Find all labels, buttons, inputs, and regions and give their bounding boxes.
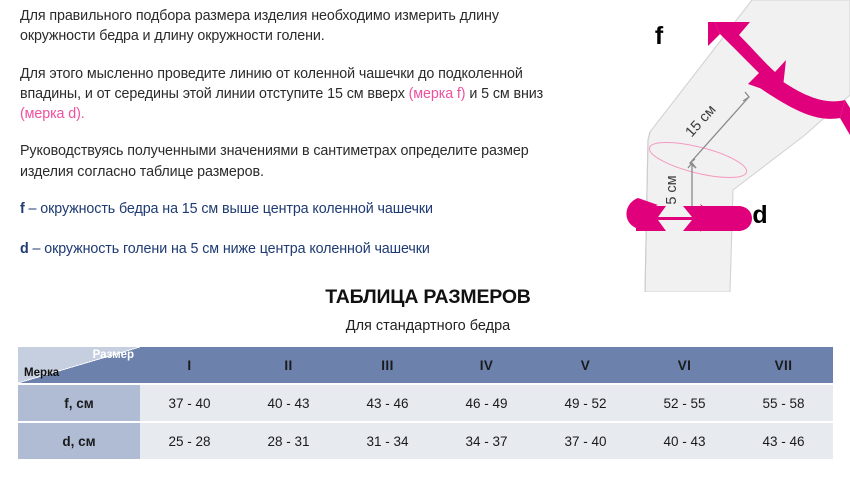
cell-f-7: 55 - 58 [734, 385, 833, 421]
legend-d-text: – окружность голени на 5 см ниже центра … [28, 241, 430, 258]
cell-f-2: 40 - 43 [239, 385, 338, 421]
cell-d-7: 43 - 46 [734, 423, 833, 459]
corner-size-label: Размер [92, 349, 134, 361]
measure-f-note: (мерка f) [408, 85, 466, 102]
measure-d-note: (мерка d). [20, 106, 85, 123]
cell-d-5: 37 - 40 [536, 423, 635, 459]
size-table-subtitle: Для стандартного бедра [345, 318, 511, 334]
legend-f-key: f [20, 201, 25, 218]
calf-measure-arrow [626, 198, 752, 232]
size-table-title: ТАБЛИЦА РАЗМЕРОВ [325, 286, 531, 308]
table-corner-cell: Размер Мерка [18, 347, 140, 383]
cell-d-6: 40 - 43 [635, 423, 734, 459]
cell-f-4: 46 - 49 [437, 385, 536, 421]
instructions-panel: Для правильного подбора размера изделия … [20, 6, 550, 280]
column-header-2: II [239, 347, 338, 383]
legend-f-text: – окружность бедра на 15 см выше центра … [24, 201, 433, 218]
paragraph-2-part-1: Для этого мысленно проведите линию от ко… [20, 65, 523, 102]
legend-d-key: d [20, 241, 29, 258]
calf-measure-label-d: d [752, 201, 767, 229]
table-header-row: Размер Мерка I II III IV V VI VII [18, 347, 833, 383]
cell-f-5: 49 - 52 [536, 385, 635, 421]
cell-f-1: 37 - 40 [140, 385, 239, 421]
thigh-measure-label-f: f [655, 22, 664, 50]
instruction-paragraph-1: Для правильного подбора размера изделия … [20, 8, 499, 45]
row-label-d: d, см [18, 423, 140, 459]
column-header-1: I [140, 347, 239, 383]
table-row: d, см 25 - 28 28 - 31 31 - 34 34 - 37 37… [18, 423, 833, 459]
column-header-7: VII [734, 347, 833, 383]
paragraph-2-part-2: и 5 см вниз [465, 85, 544, 102]
corner-measure-label: Мерка [24, 366, 60, 379]
size-table-block: ТАБЛИЦА РАЗМЕРОВ Для стандартного бедра … [0, 286, 850, 459]
leg-measurement-diagram: 15 см 5 см f d [600, 0, 850, 292]
cell-f-6: 52 - 55 [635, 385, 734, 421]
cell-d-2: 28 - 31 [239, 423, 338, 459]
cell-f-3: 43 - 46 [338, 385, 437, 421]
instruction-paragraph-3: Руководствуясь полученными значениями в … [20, 143, 529, 180]
cell-d-1: 25 - 28 [140, 423, 239, 459]
thigh-measure-arrow [708, 22, 850, 135]
column-header-4: IV [437, 347, 536, 383]
legend-f: f – окружность бедра на 15 см выше центр… [20, 199, 550, 219]
column-header-6: VI [635, 347, 734, 383]
dimension-5cm-label: 5 см [664, 175, 680, 204]
cell-d-4: 34 - 37 [437, 423, 536, 459]
legend-d: d – окружность голени на 5 см ниже центр… [20, 239, 550, 259]
table-row: f, см 37 - 40 40 - 43 43 - 46 46 - 49 49… [18, 385, 833, 421]
row-label-f: f, см [18, 385, 140, 421]
column-header-5: V [536, 347, 635, 383]
instruction-paragraph-2: Для этого мысленно проведите линию от ко… [20, 64, 550, 125]
knee-cap-marker [648, 142, 748, 178]
size-table: Размер Мерка I II III IV V VI VII f, см … [18, 345, 833, 461]
cell-d-3: 31 - 34 [338, 423, 437, 459]
column-header-3: III [338, 347, 437, 383]
